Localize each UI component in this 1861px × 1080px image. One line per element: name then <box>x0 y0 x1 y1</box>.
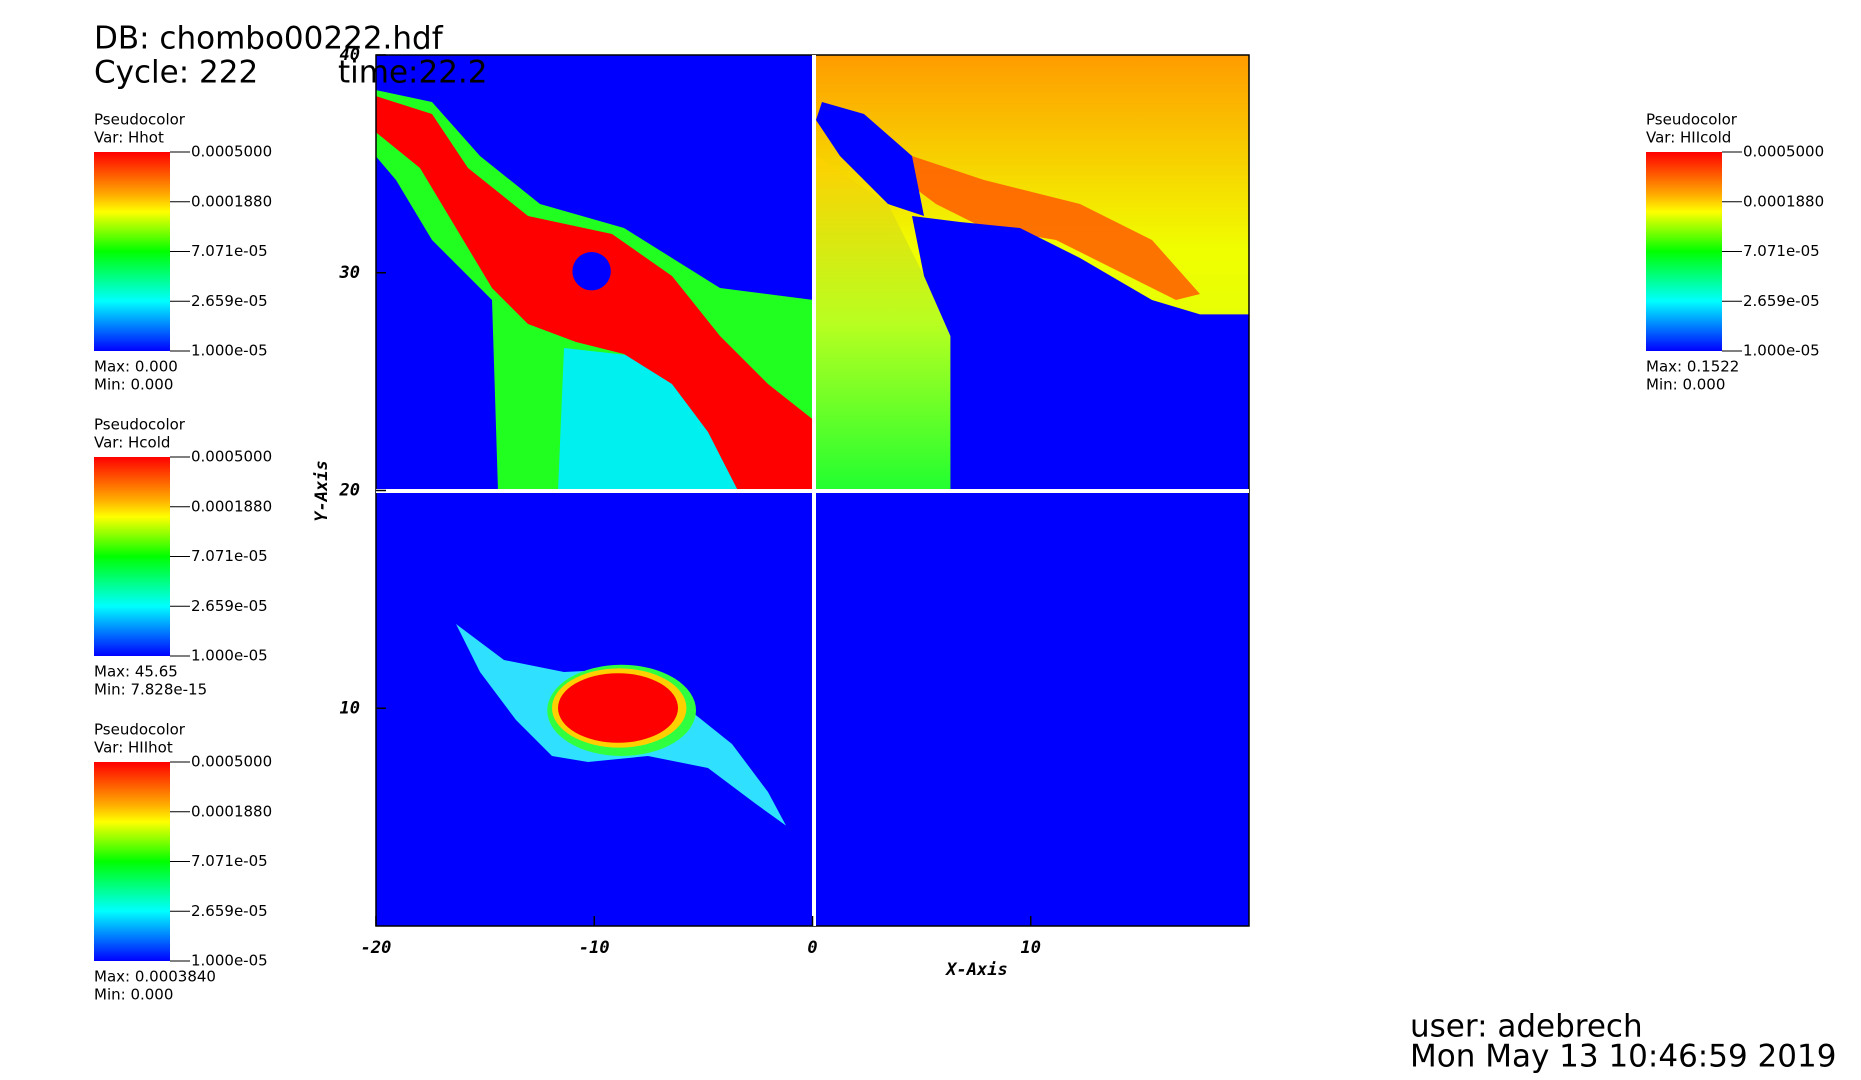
legend-title: Pseudocolor <box>94 721 186 739</box>
legend-min: Min: 0.000 <box>94 986 173 1004</box>
colorbar-label: 0.0001880 <box>191 497 272 515</box>
x-tick-label: -10 <box>579 938 610 958</box>
legend-max: Max: 45.65 <box>94 663 178 681</box>
legend-var: Var: HIIcold <box>1646 129 1731 147</box>
colorbar <box>1646 152 1722 351</box>
colorbar <box>94 152 170 351</box>
colorbar-label: 2.659e-05 <box>191 597 268 615</box>
colorbar-label: 0.0005000 <box>191 143 272 161</box>
legend-max: Max: 0.1522 <box>1646 358 1739 376</box>
x-tick-label: 10 <box>1021 938 1041 958</box>
colorbar-label: 7.071e-05 <box>1743 242 1820 260</box>
colorbar-label: 1.000e-05 <box>1743 342 1820 360</box>
user-label: user: adebrech <box>1410 1009 1643 1045</box>
legend-max: Max: 0.000 <box>94 358 178 376</box>
x-tick-label: -20 <box>361 938 392 958</box>
y-tick-label: 20 <box>339 481 360 501</box>
colorbar <box>94 457 170 656</box>
legend-min: Min: 0.000 <box>1646 376 1725 394</box>
colorbar-label: 1.000e-05 <box>191 647 268 665</box>
legend-min: Min: 7.828e-15 <box>94 681 207 699</box>
legend-title: Pseudocolor <box>94 111 186 129</box>
legend-title: Pseudocolor <box>1646 111 1738 129</box>
legend-title: Pseudocolor <box>94 416 186 434</box>
legend-max: Max: 0.0003840 <box>94 968 216 986</box>
db-label: DB: chombo00222.hdf <box>94 21 444 57</box>
date-label: Mon May 13 10:46:59 2019 <box>1410 1039 1836 1075</box>
y-axis-label: Y-Axis <box>312 460 332 521</box>
colorbar <box>94 762 170 961</box>
cycle-label: Cycle: 222 <box>94 55 258 91</box>
y-tick-label: 10 <box>340 698 360 718</box>
legend-min: Min: 0.000 <box>94 376 173 394</box>
y-tick-label: 30 <box>339 263 360 283</box>
colorbar-label: 7.071e-05 <box>191 242 268 260</box>
colorbar-label: 0.0001880 <box>191 802 272 820</box>
colorbar-label: 7.071e-05 <box>191 852 268 870</box>
colorbar-label: 0.0001880 <box>191 192 272 210</box>
colorbar-label: 2.659e-05 <box>1743 292 1820 310</box>
colorbar-label: 0.0005000 <box>1743 143 1824 161</box>
x-axis-label: X-Axis <box>944 960 1007 980</box>
colorbar-label: 1.000e-05 <box>191 342 268 360</box>
colorbar-label: 0.0001880 <box>1743 192 1824 210</box>
time-label: time:22.2 <box>338 55 488 91</box>
legend-var: Var: Hhot <box>94 129 164 147</box>
colorbar-label: 2.659e-05 <box>191 902 268 920</box>
legend-var: Var: HIIhot <box>94 739 173 757</box>
colorbar-label: 2.659e-05 <box>191 292 268 310</box>
y-tick-label: 40 <box>340 45 360 65</box>
colorbar-label: 7.071e-05 <box>191 547 268 565</box>
colorbar-label: 0.0005000 <box>191 753 272 771</box>
colorbar-label: 0.0005000 <box>191 448 272 466</box>
legend-var: Var: Hcold <box>94 434 170 452</box>
colorbar-label: 1.000e-05 <box>191 952 268 970</box>
x-tick-label: 0 <box>807 938 817 958</box>
